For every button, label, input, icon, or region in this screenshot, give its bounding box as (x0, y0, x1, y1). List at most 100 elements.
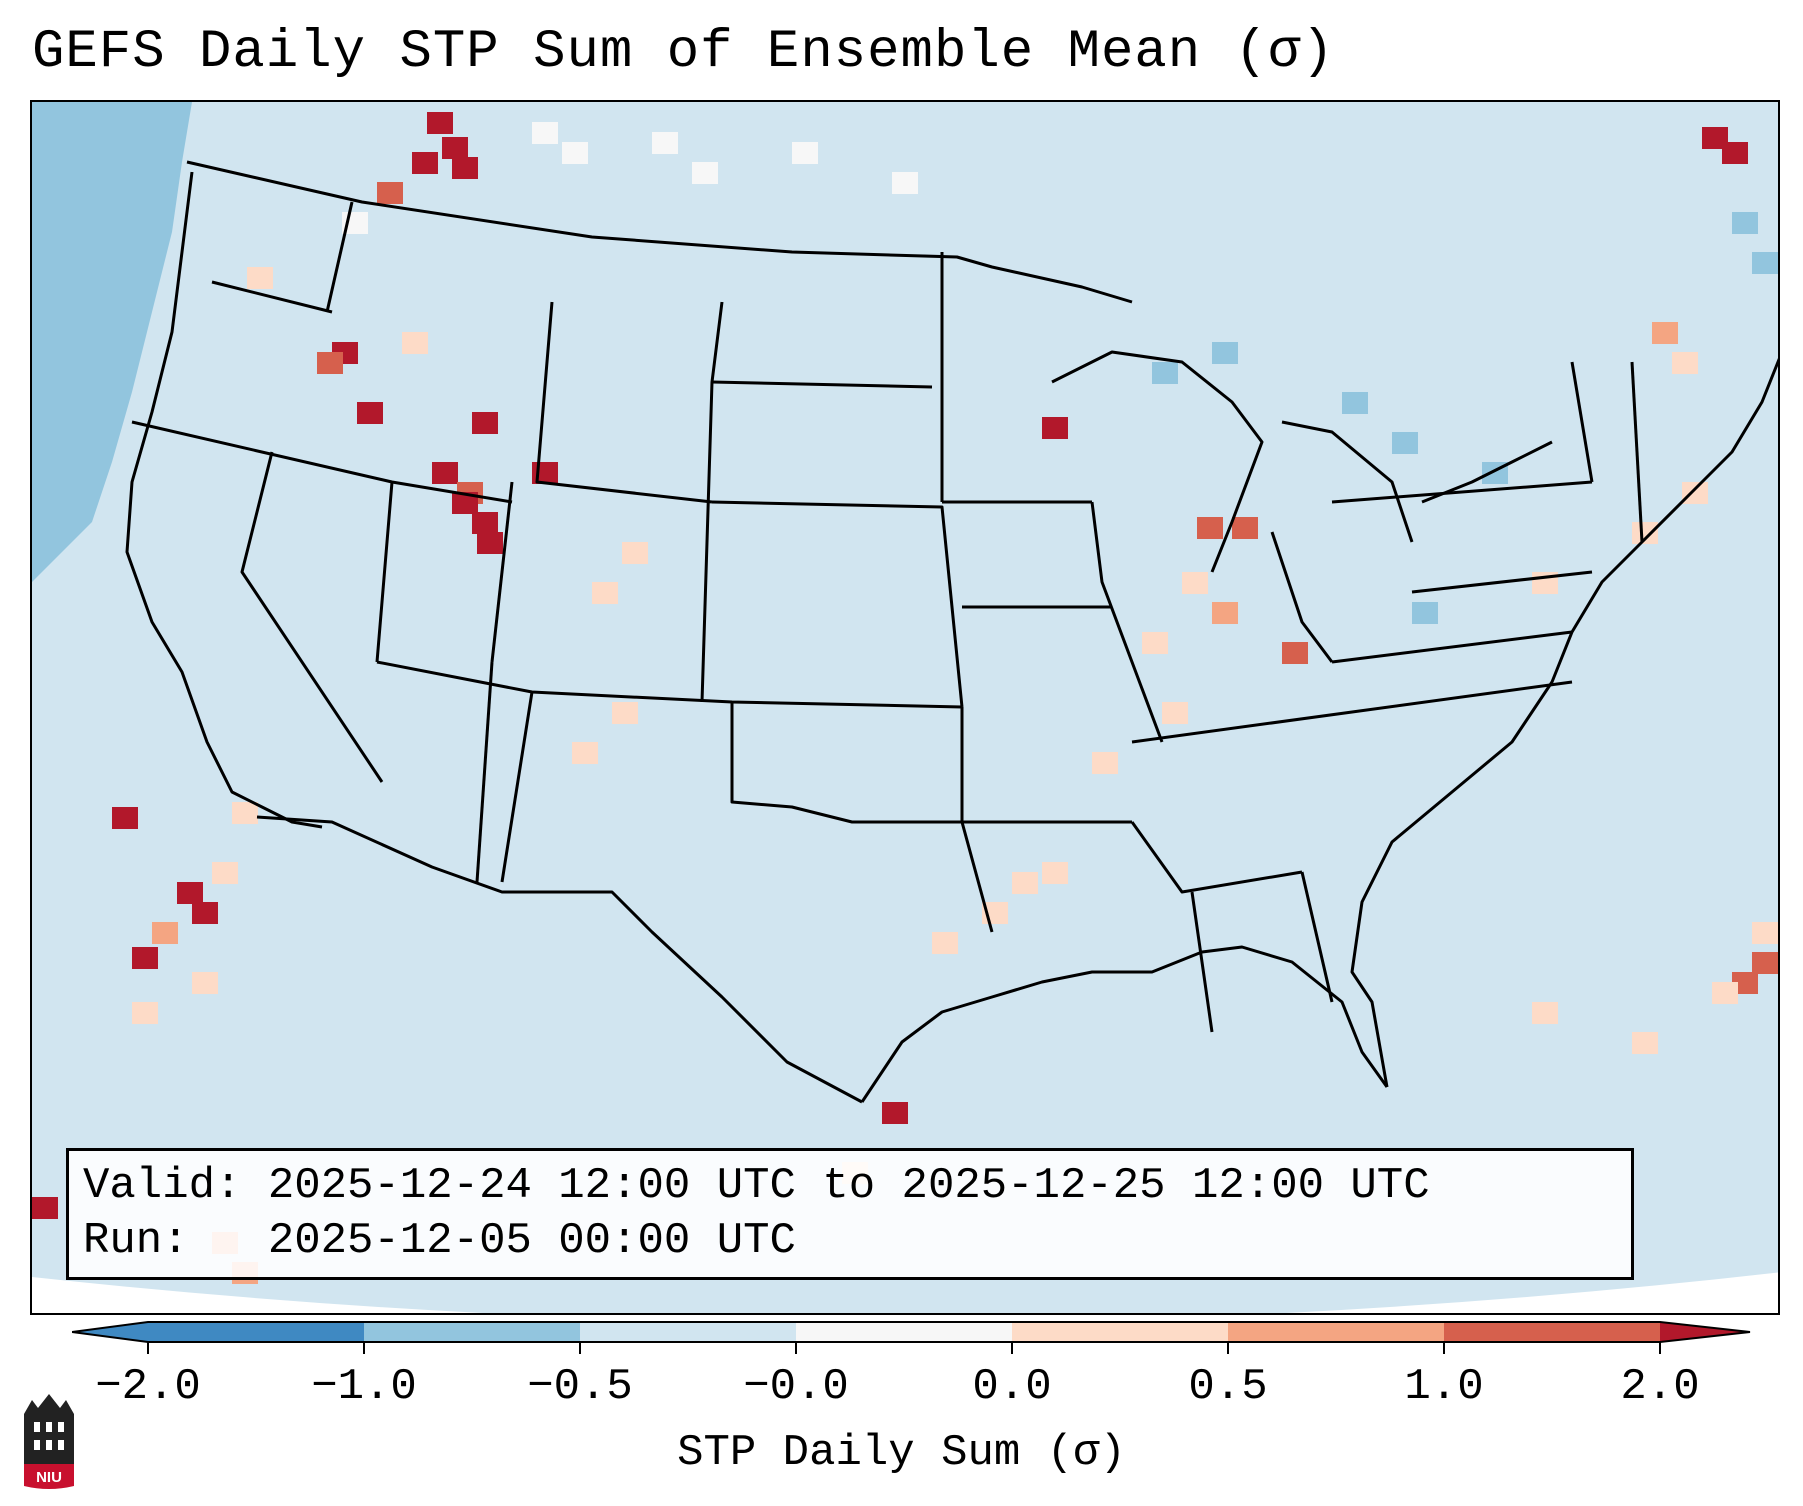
anomaly-cell (442, 137, 468, 159)
map-outer-corner (32, 1272, 1778, 1313)
colorbar-segment (580, 1322, 796, 1342)
colorbar-segment (796, 1322, 1012, 1342)
anomaly-cell (562, 142, 588, 164)
colorbar-segment (1228, 1322, 1444, 1342)
anomaly-cell (932, 932, 958, 954)
pacific-negative-region (32, 102, 192, 582)
colorbar-segment (1012, 1322, 1228, 1342)
anomaly-cell (612, 702, 638, 724)
anomaly-cell (692, 162, 718, 184)
colorbar-tick-label: 0.5 (1188, 1362, 1268, 1412)
anomaly-cell (1197, 517, 1223, 539)
anomaly-cell (892, 172, 918, 194)
anomaly-cell (1042, 417, 1068, 439)
anomaly-cell (1672, 352, 1698, 374)
colorbar-ticks (147, 1342, 1661, 1354)
colorbar (72, 1321, 1751, 1354)
anomaly-cell (1632, 1032, 1658, 1054)
anomaly-cell (572, 742, 598, 764)
anomaly-cell (132, 947, 158, 969)
anomaly-cell (452, 157, 478, 179)
map-panel (30, 100, 1780, 1315)
anomaly-cell (177, 882, 203, 904)
anomaly-cell (192, 972, 218, 994)
colorbar-extend-max (1660, 1322, 1750, 1342)
anomaly-cell (592, 582, 618, 604)
anomaly-cell (232, 802, 258, 824)
anomaly-cell (192, 902, 218, 924)
anomaly-cell (1752, 252, 1778, 274)
anomaly-cell (1752, 952, 1778, 974)
anomaly-cell (377, 182, 403, 204)
anomaly-cell (1212, 602, 1238, 624)
anomaly-cell (1752, 922, 1778, 944)
anomaly-cell (1412, 602, 1438, 624)
anomaly-cell (1092, 752, 1118, 774)
colorbar-segment (364, 1322, 580, 1342)
colorbar-title: STP Daily Sum (σ) (677, 1428, 1126, 1478)
anomaly-cell (532, 122, 558, 144)
run-time-text: Run: 2025-12-05 00:00 UTC (83, 1216, 796, 1266)
colorbar-extend-min (72, 1322, 148, 1342)
anomaly-cell (1342, 392, 1368, 414)
anomaly-cell (1212, 342, 1238, 364)
anomaly-cell (402, 332, 428, 354)
anomaly-cell (472, 512, 498, 534)
colorbar-tick-label: 1.0 (1404, 1362, 1484, 1412)
colorbar-tick-label: −0.0 (743, 1362, 849, 1412)
anomaly-cell (1712, 982, 1738, 1004)
anomaly-cell (317, 352, 343, 374)
colorbar-segments (72, 1321, 1751, 1343)
anomaly-cell (1732, 212, 1758, 234)
anomaly-cell (1392, 432, 1418, 454)
anomaly-cell (247, 267, 273, 289)
anomaly-cell (32, 1197, 58, 1219)
anomaly-cell (1152, 362, 1178, 384)
niu-logo-shield-icon (24, 1464, 74, 1489)
colorbar-tick-label: 0.0 (972, 1362, 1052, 1412)
anomaly-cell (1162, 702, 1188, 724)
anomaly-cell (792, 142, 818, 164)
anomaly-cell (1722, 142, 1748, 164)
anomaly-cell (1182, 572, 1208, 594)
anomaly-cell (427, 112, 453, 134)
anomaly-cell (1632, 522, 1658, 544)
anomaly-cell (652, 132, 678, 154)
anomaly-cell (477, 532, 503, 554)
anomaly-cell (1042, 862, 1068, 884)
anomaly-cell (412, 152, 438, 174)
colorbar-tick-label: −0.5 (527, 1362, 633, 1412)
colorbar-segment (148, 1322, 364, 1342)
anomaly-cell (152, 922, 178, 944)
anomaly-cell (882, 1102, 908, 1124)
colorbar-tick-label: −2.0 (95, 1362, 201, 1412)
anomaly-cell (1282, 642, 1308, 664)
colorbar-tick-label: 2.0 (1620, 1362, 1700, 1412)
anomaly-cell (1142, 632, 1168, 654)
anomaly-cell (1232, 517, 1258, 539)
valid-time-text: Valid: 2025-12-24 12:00 UTC to 2025-12-2… (83, 1161, 1430, 1211)
anomaly-cells (32, 112, 1778, 1284)
anomaly-cell (357, 402, 383, 424)
state-boundaries (125, 160, 1778, 1104)
anomaly-cell (112, 807, 138, 829)
map-background (32, 102, 1778, 1313)
anomaly-cell (1702, 127, 1728, 149)
colorbar-tick-label: −1.0 (311, 1362, 417, 1412)
map-canvas (32, 102, 1778, 1313)
anomaly-cell (472, 412, 498, 434)
anomaly-cell (622, 542, 648, 564)
niu-logo-windows-icon (34, 1422, 64, 1450)
anomaly-cell (1652, 322, 1678, 344)
colorbar-segment (1444, 1322, 1660, 1342)
niu-logo-text: NIU (36, 1469, 62, 1486)
valid-run-box: Valid: 2025-12-24 12:00 UTC to 2025-12-2… (66, 1148, 1634, 1280)
anomaly-cell (1682, 482, 1708, 504)
anomaly-cell (432, 462, 458, 484)
anomaly-cell (452, 492, 478, 514)
anomaly-cell (1732, 972, 1758, 994)
anomaly-cell (1012, 872, 1038, 894)
figure-title: GEFS Daily STP Sum of Ensemble Mean (σ) (32, 22, 1335, 83)
anomaly-cell (212, 862, 238, 884)
anomaly-cell (1532, 1002, 1558, 1024)
